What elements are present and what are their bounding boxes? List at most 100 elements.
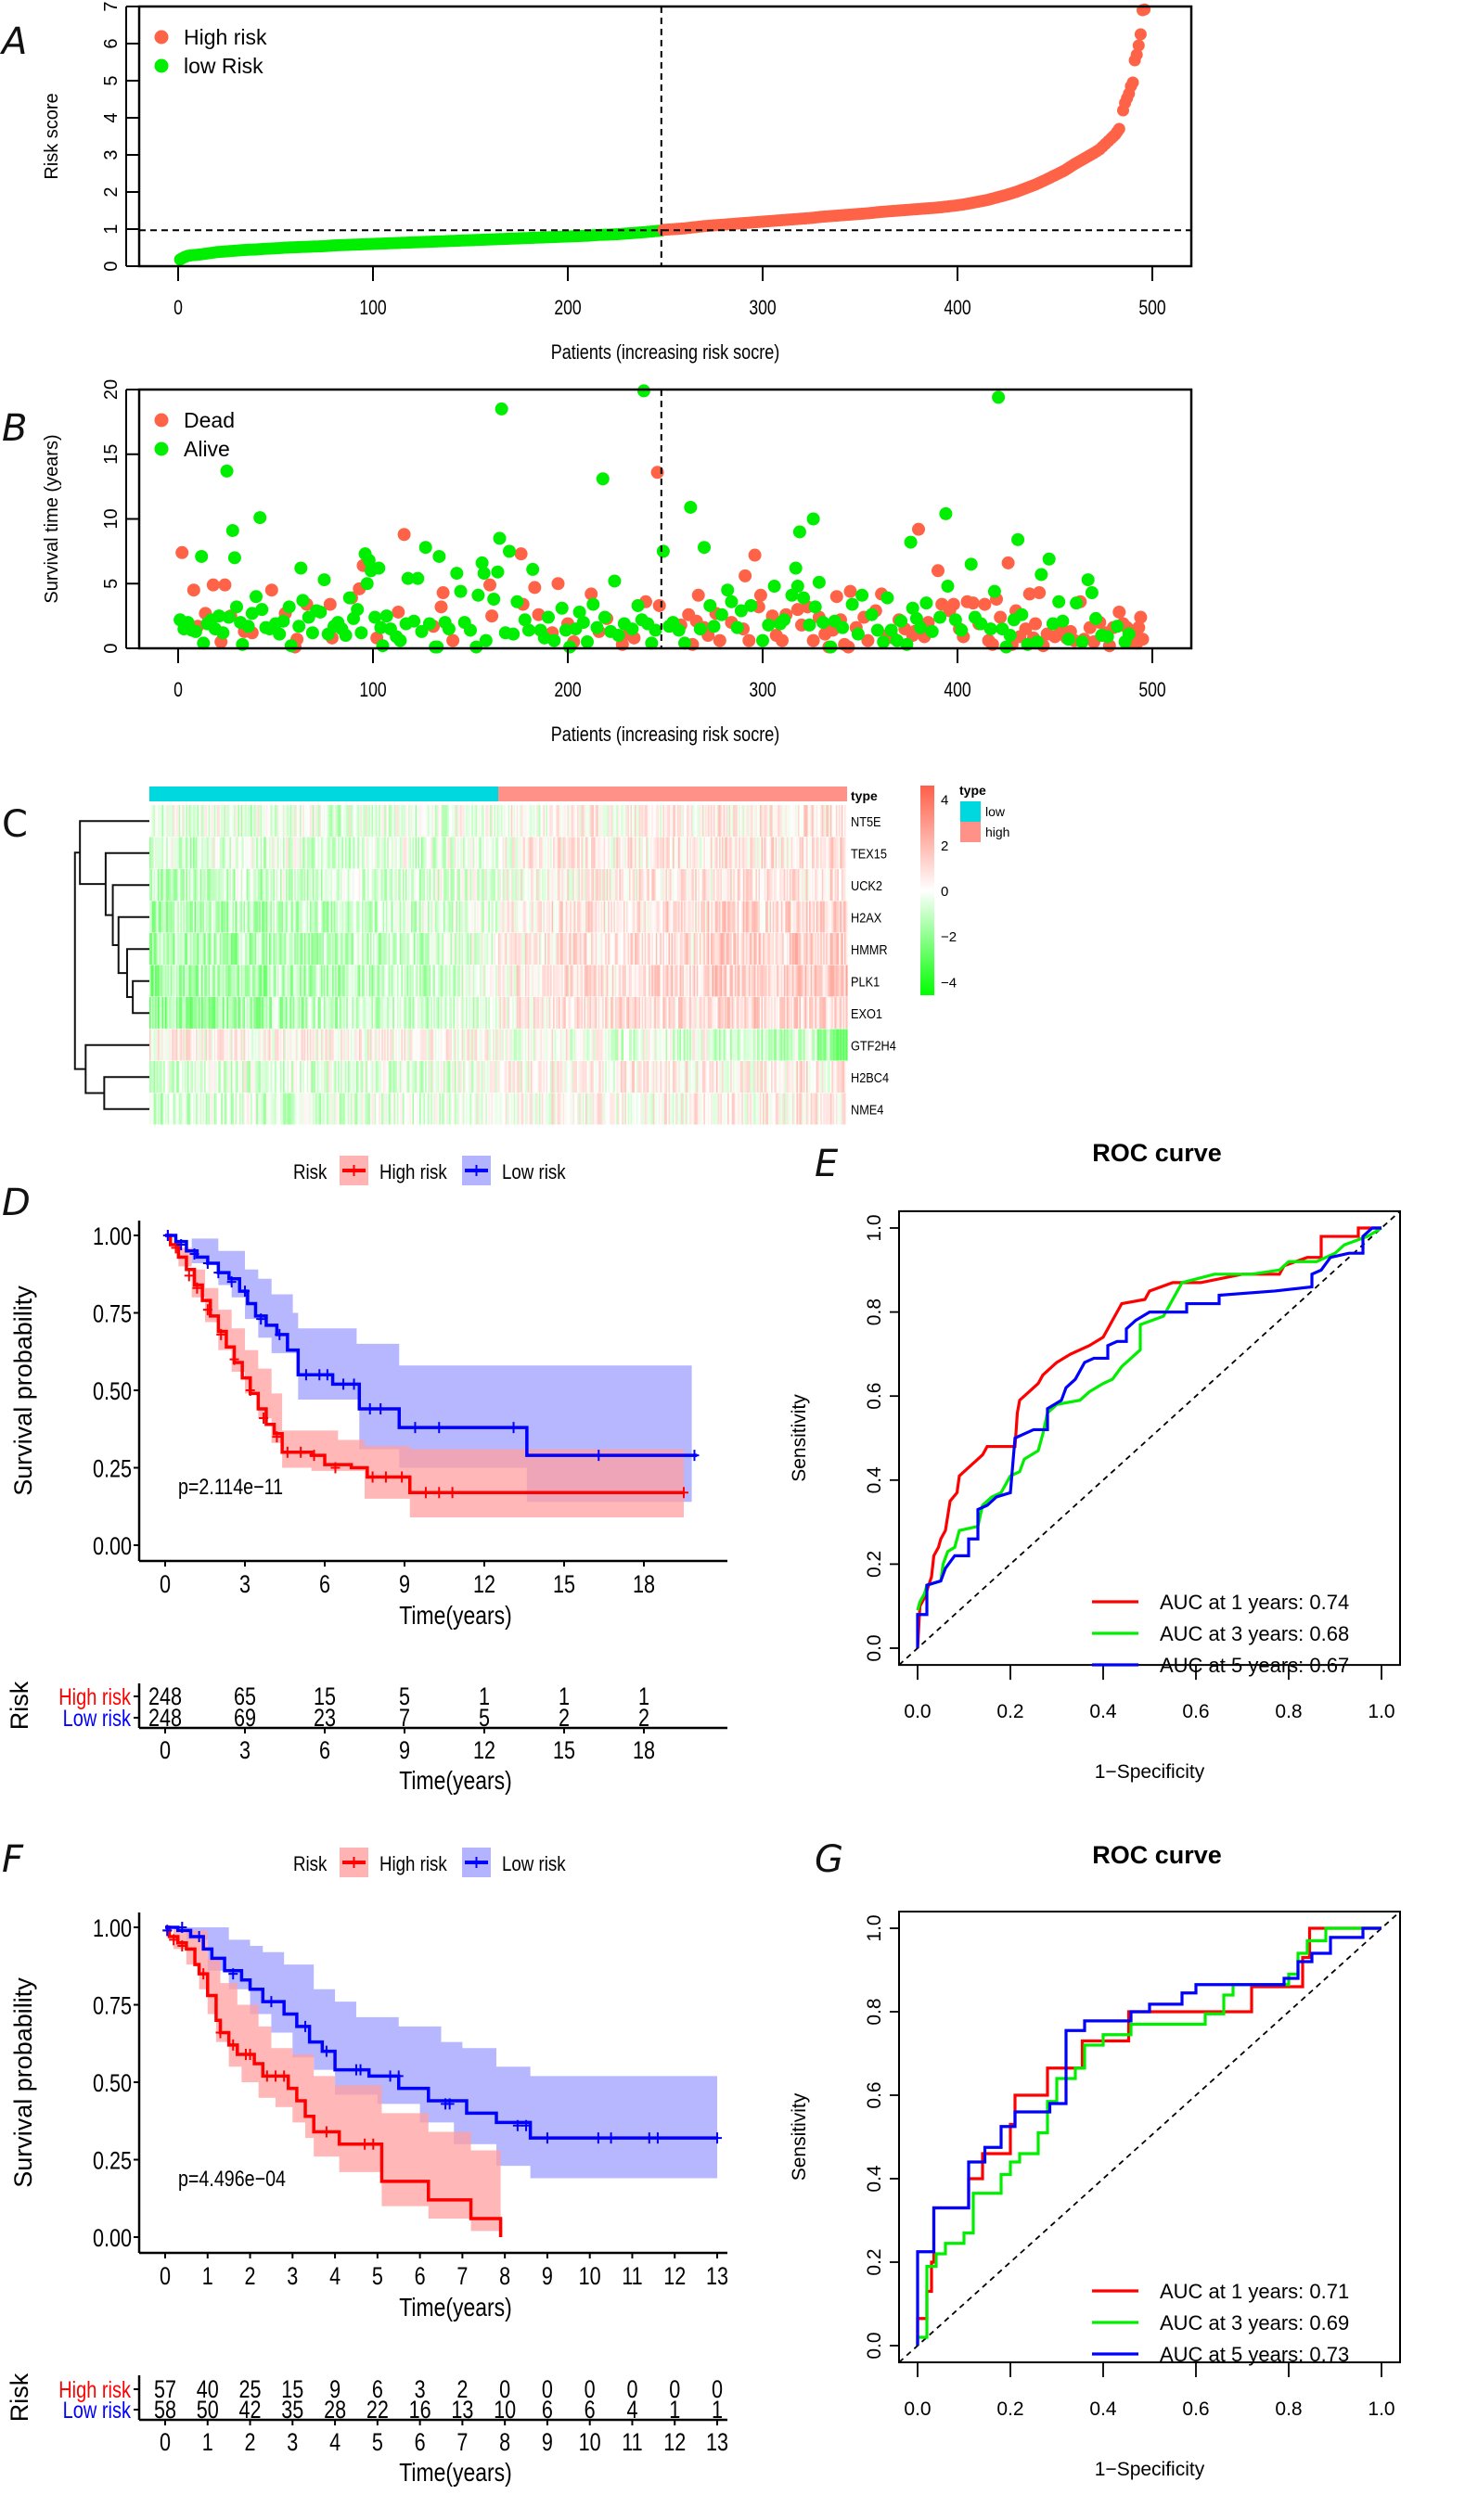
heatmap-cell — [455, 805, 457, 837]
heatmap-cell — [649, 901, 651, 933]
heatmap-cell — [188, 997, 191, 1029]
heatmap-cell — [526, 901, 529, 933]
heatmap-cell — [199, 997, 201, 1029]
heatmap-cell — [713, 997, 716, 1029]
heatmap-cell — [595, 933, 598, 965]
heatmap-cell — [739, 933, 741, 965]
heatmap-cell — [226, 965, 229, 997]
heatmap-cell — [207, 869, 210, 901]
heatmap-cell — [436, 837, 439, 869]
heatmap-cell — [426, 837, 429, 869]
heatmap-cell — [278, 869, 281, 901]
heatmap-cell — [412, 901, 415, 933]
heatmap-cell — [820, 837, 823, 869]
heatmap-cell — [404, 933, 406, 965]
heatmap-cell — [815, 837, 817, 869]
heatmap-cell — [771, 997, 774, 1029]
heatmap-cell — [523, 933, 526, 965]
heatmap-cell — [174, 997, 177, 1029]
data-point-alive — [756, 633, 769, 647]
heatmap-cell — [409, 901, 412, 933]
heatmap-cell — [573, 901, 576, 933]
heatmap-cell — [498, 965, 501, 997]
heatmap-cell — [233, 805, 237, 837]
heatmap-cell — [496, 869, 499, 901]
heatmap-cell — [709, 869, 712, 901]
heatmap-cell — [826, 997, 829, 1029]
heatmap-cell — [547, 933, 550, 965]
heatmap-cell — [529, 805, 532, 837]
heatmap-cell — [554, 869, 557, 901]
heatmap-cell — [183, 805, 186, 837]
data-point-dead — [978, 597, 992, 611]
heatmap-cell — [700, 997, 703, 1029]
heatmap-cell — [273, 805, 276, 837]
heatmap-cell — [289, 901, 291, 933]
heatmap-cell — [180, 837, 183, 869]
heatmap-cell — [733, 997, 736, 1029]
heatmap-cell — [700, 933, 703, 965]
heatmap-cell — [371, 933, 374, 965]
heatmap-cell — [213, 869, 216, 901]
heatmap-cell — [199, 869, 202, 901]
heatmap-cell — [824, 837, 827, 869]
data-point-alive — [698, 541, 711, 555]
data-point-alive — [197, 636, 211, 650]
heatmap-cell — [622, 933, 624, 965]
heatmap-cell — [213, 997, 216, 1029]
heatmap-cell — [463, 837, 466, 869]
heatmap-cell — [237, 965, 239, 997]
heatmap-cell — [602, 805, 605, 837]
heatmap-cell — [406, 901, 409, 933]
heatmap-cell — [572, 997, 575, 1029]
heatmap-cell — [687, 965, 689, 997]
heatmap-cell — [655, 933, 658, 965]
heatmap-cell — [170, 933, 173, 965]
heatmap-cell — [169, 869, 172, 901]
heatmap-cell — [390, 997, 392, 1029]
heatmap-cell — [766, 997, 769, 1029]
heatmap-cell — [760, 933, 763, 965]
heatmap-cell — [609, 997, 611, 1029]
heatmap-cell — [610, 997, 613, 1029]
data-point-alive — [296, 594, 310, 608]
heatmap-cell — [619, 997, 622, 1029]
heatmap-cell — [158, 933, 161, 965]
heatmap-cell — [155, 997, 158, 1029]
heatmap-cell — [436, 933, 439, 965]
heatmap-cell — [488, 805, 491, 837]
heatmap-cell — [439, 965, 442, 997]
heatmap-cell — [526, 837, 529, 869]
heatmap-cell — [191, 965, 194, 997]
heatmap-cell — [649, 997, 652, 1029]
heatmap-cell — [245, 869, 248, 901]
heatmap-cell — [719, 805, 722, 837]
heatmap-cell — [673, 869, 675, 901]
heatmap-cell — [436, 805, 439, 837]
heatmap-cell — [820, 933, 823, 965]
heatmap-cell — [727, 997, 730, 1029]
heatmap-cell — [513, 965, 516, 997]
heatmap-cell — [636, 965, 638, 997]
heatmap-cell — [199, 869, 201, 901]
heatmap-cell — [336, 933, 339, 965]
heatmap-cell — [813, 901, 816, 933]
heatmap-cell — [371, 997, 374, 1029]
heatmap-cell — [775, 901, 777, 933]
heatmap-cell — [765, 933, 768, 965]
heatmap-cell — [158, 965, 161, 997]
heatmap-cell — [354, 965, 357, 997]
heatmap-cell — [684, 901, 687, 933]
heatmap-cell — [777, 869, 780, 901]
legend-marker-alive — [154, 441, 169, 456]
data-point-dead — [323, 597, 337, 611]
heatmap-cell — [205, 837, 208, 869]
heatmap-cell — [720, 901, 723, 933]
heatmap-cell — [609, 933, 611, 965]
heatmap-cell — [793, 805, 796, 837]
heatmap-cell — [564, 805, 567, 837]
heatmap-cell — [586, 901, 589, 933]
heatmap-cell — [305, 965, 308, 997]
heatmap-cell — [257, 965, 260, 997]
heatmap-cell — [594, 933, 597, 965]
